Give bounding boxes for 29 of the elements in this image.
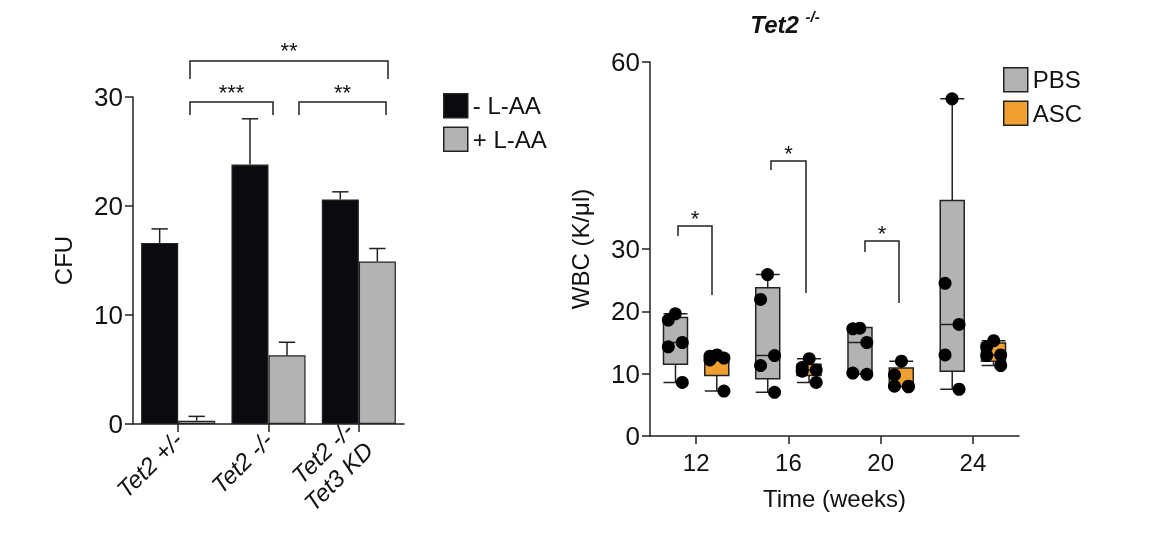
y-axis-title: WBC (K/μl) (566, 188, 594, 310)
y-tick-label: 0 (108, 409, 123, 439)
chart-title: Tet2 -/- (750, 8, 820, 38)
x-axis-title: Time (weeks) (762, 484, 907, 512)
y-axis-title: CFU (49, 235, 77, 286)
legend-label: PBS (1032, 66, 1081, 94)
annotation: * (690, 206, 700, 231)
x-tick-label: Tet2 -/- Tet3 KD (286, 416, 379, 517)
y-tick-label: 20 (611, 296, 640, 327)
y-tick-label: 30 (611, 234, 640, 264)
x-tick-label: 12 (682, 448, 710, 476)
text: ** (280, 38, 298, 63)
legend-label: - L-AA (472, 92, 541, 120)
legend-label: + L-AA (472, 125, 547, 153)
x-tick-label: 24 (959, 448, 987, 476)
x-tick-label: 20 (867, 448, 894, 476)
annotation: *** (218, 80, 245, 105)
x-tick-label: 16 (775, 448, 802, 476)
y-tick-label: 10 (611, 358, 640, 389)
annotation: ** (333, 80, 352, 105)
y-tick-label: 60 (611, 47, 640, 77)
annotation: * (784, 141, 793, 166)
y-tick-label: 30 (94, 82, 123, 112)
legend-label: ASC (1032, 99, 1083, 127)
y-tick-label: 20 (94, 191, 123, 221)
y-tick-label: 0 (625, 421, 640, 451)
x-tick-label: Tet2 -/- (205, 426, 279, 499)
annotation: * (877, 221, 887, 246)
y-tick-label: 10 (94, 300, 123, 330)
